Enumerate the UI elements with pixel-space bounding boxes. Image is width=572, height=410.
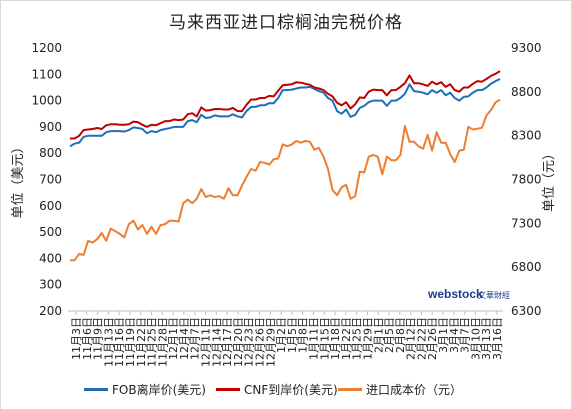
series-lines [69, 70, 501, 262]
x-tick-label-35: 3月4日 [448, 317, 461, 353]
x-tick-label-31: 2月12日 [405, 317, 418, 360]
x-tick-label-19: 1月2日 [275, 317, 288, 353]
x-tick-label-12: 12月11日 [200, 317, 213, 367]
left-tick-label-10: 1200 [31, 41, 62, 55]
x-tick-label-10: 12月4日 [178, 317, 191, 360]
x-tick-label-21: 1月8日 [297, 317, 310, 353]
left-tick-label-9: 1100 [31, 67, 62, 81]
legend-item-cnf: CNF到岸价(美元) [216, 381, 338, 398]
right-tick-label-2: 7300 [511, 216, 542, 230]
x-tick-label-30: 2月8日 [394, 317, 407, 353]
left-tick-label-5: 700 [39, 173, 62, 187]
legend-label-cnf: CNF到岸价(美元) [244, 383, 338, 397]
legend-swatch-fob [84, 388, 108, 391]
x-tick-label-26: 1月25日 [351, 317, 364, 360]
x-tick-label-16: 12月23日 [243, 317, 256, 367]
series-line-cost [70, 98, 501, 262]
right-tick-label-3: 7800 [511, 173, 542, 187]
left-tick-label-3: 500 [39, 225, 62, 239]
x-tick-label-7: 11月25日 [146, 317, 159, 367]
x-tick-label-1: 11月6日 [81, 317, 94, 360]
right-axis-title: 单位（元） [542, 147, 557, 212]
x-tick-label-23: 1月15日 [318, 317, 331, 360]
right-tick-label-0: 6300 [511, 304, 542, 318]
right-tick-label-6: 9300 [511, 41, 542, 55]
right-tick-label-1: 6800 [511, 260, 542, 274]
x-tick-label-37: 3月10日 [469, 317, 482, 360]
x-tick-label-5: 11月19日 [124, 317, 137, 367]
x-tick-label-29: 2月5日 [383, 317, 396, 353]
x-tick-label-25: 1月22日 [340, 317, 353, 360]
x-tick-label-18: 12月29日 [264, 317, 277, 367]
x-tick-label-8: 11月28日 [156, 317, 169, 367]
x-tick-label-33: 2月26日 [426, 317, 439, 360]
left-tick-label-4: 600 [39, 199, 62, 213]
x-tick-label-11: 12月7日 [189, 317, 202, 360]
x-tick-label-22: 1月11日 [307, 317, 320, 360]
left-axis-title: 单位（美元） [11, 140, 26, 218]
x-tick-label-32: 2月22日 [415, 317, 428, 360]
right-tick-label-4: 8300 [511, 129, 542, 143]
x-tick-label-27: 1月29日 [361, 317, 374, 360]
left-tick-label-2: 400 [39, 251, 62, 265]
left-tick-label-8: 1000 [31, 94, 62, 108]
right-tick-label-5: 8800 [511, 85, 542, 99]
chart-title: 马来西亚进口棕榈油完税价格 [169, 13, 403, 33]
x-tick-label-39: 3月16日 [491, 317, 504, 360]
x-tick-label-9: 12月1日 [167, 317, 180, 360]
x-tick-label-17: 12月26日 [254, 317, 267, 367]
legend-item-cost: 进口成本价（元） [338, 381, 462, 398]
x-tick-label-14: 12月17日 [221, 317, 234, 367]
x-tick-label-4: 11月16日 [113, 317, 126, 367]
legend-item-fob: FOB离岸价(美元) [84, 381, 206, 398]
x-tick-label-6: 11月22日 [135, 317, 148, 367]
legend-label-cost: 进口成本价（元） [366, 383, 463, 397]
x-tick-label-34: 3月1日 [437, 317, 450, 353]
watermark-subtext: 文華財經 [478, 291, 510, 300]
webstock-watermark: webstock 文華財經 [422, 287, 518, 307]
legend-swatch-cost [338, 388, 362, 391]
left-tick-label-6: 800 [39, 146, 62, 160]
x-tick-label-24: 1月18日 [329, 317, 342, 360]
legend-label-fob: FOB离岸价(美元) [112, 383, 206, 397]
legend-swatch-cnf [216, 388, 240, 391]
left-tick-label-7: 900 [39, 120, 62, 134]
x-tick-label-36: 3月7日 [459, 317, 472, 353]
x-tick-label-38: 3月13日 [480, 317, 493, 360]
series-line-cnf [70, 70, 501, 140]
chart-legend: FOB离岸价(美元) CNF到岸价(美元) 进口成本价（元） [0, 381, 572, 401]
x-tick-label-13: 12月14日 [210, 317, 223, 367]
x-tick-label-15: 12月20日 [232, 317, 245, 367]
watermark-logo: webstock [428, 287, 483, 301]
x-tick-label-2: 11月9日 [92, 317, 105, 360]
left-tick-label-0: 200 [39, 304, 62, 318]
x-tick-label-3: 11月13日 [102, 317, 115, 367]
right-axis-ticks: 6300 6800 7300 7800 8300 8800 9300 [511, 41, 542, 318]
x-tick-label-20: 1月5日 [286, 317, 299, 353]
x-tick-label-28: 2月1日 [372, 317, 385, 353]
left-tick-label-1: 300 [39, 278, 62, 292]
x-tick-label-0: 11月3日 [70, 317, 83, 360]
left-axis-ticks: 200 300 400 500 600 700 800 900 1000 1100 1200 [31, 41, 62, 318]
x-axis-ticks: 11月3日11月6日11月9日11月13日11月16日11月19日11月22日1… [70, 311, 504, 367]
series-line-fob [69, 78, 501, 148]
